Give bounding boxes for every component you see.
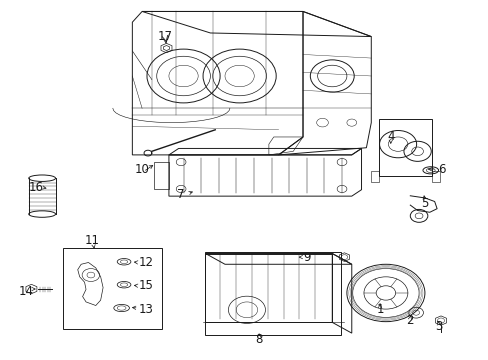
Text: 4: 4 [386,130,394,144]
Bar [431,171,439,182]
Bar [370,171,378,182]
Text: 12: 12 [138,256,153,269]
Text: 10: 10 [134,163,149,176]
Text: 13: 13 [138,303,153,316]
Text: 5: 5 [420,197,427,210]
Bar [63,248,161,329]
Text: 2: 2 [406,314,413,327]
Text: 8: 8 [255,333,262,346]
Text: 9: 9 [303,251,310,264]
Text: 6: 6 [437,163,445,176]
Bar [204,252,340,335]
Text: 7: 7 [177,188,184,201]
Text: 1: 1 [376,303,383,316]
Text: 16: 16 [28,181,43,194]
Text: 17: 17 [158,30,173,43]
Text: 14: 14 [19,285,34,298]
Text: 3: 3 [434,320,441,333]
Bar [378,119,431,176]
Text: 11: 11 [85,234,100,247]
Text: 15: 15 [138,279,153,292]
